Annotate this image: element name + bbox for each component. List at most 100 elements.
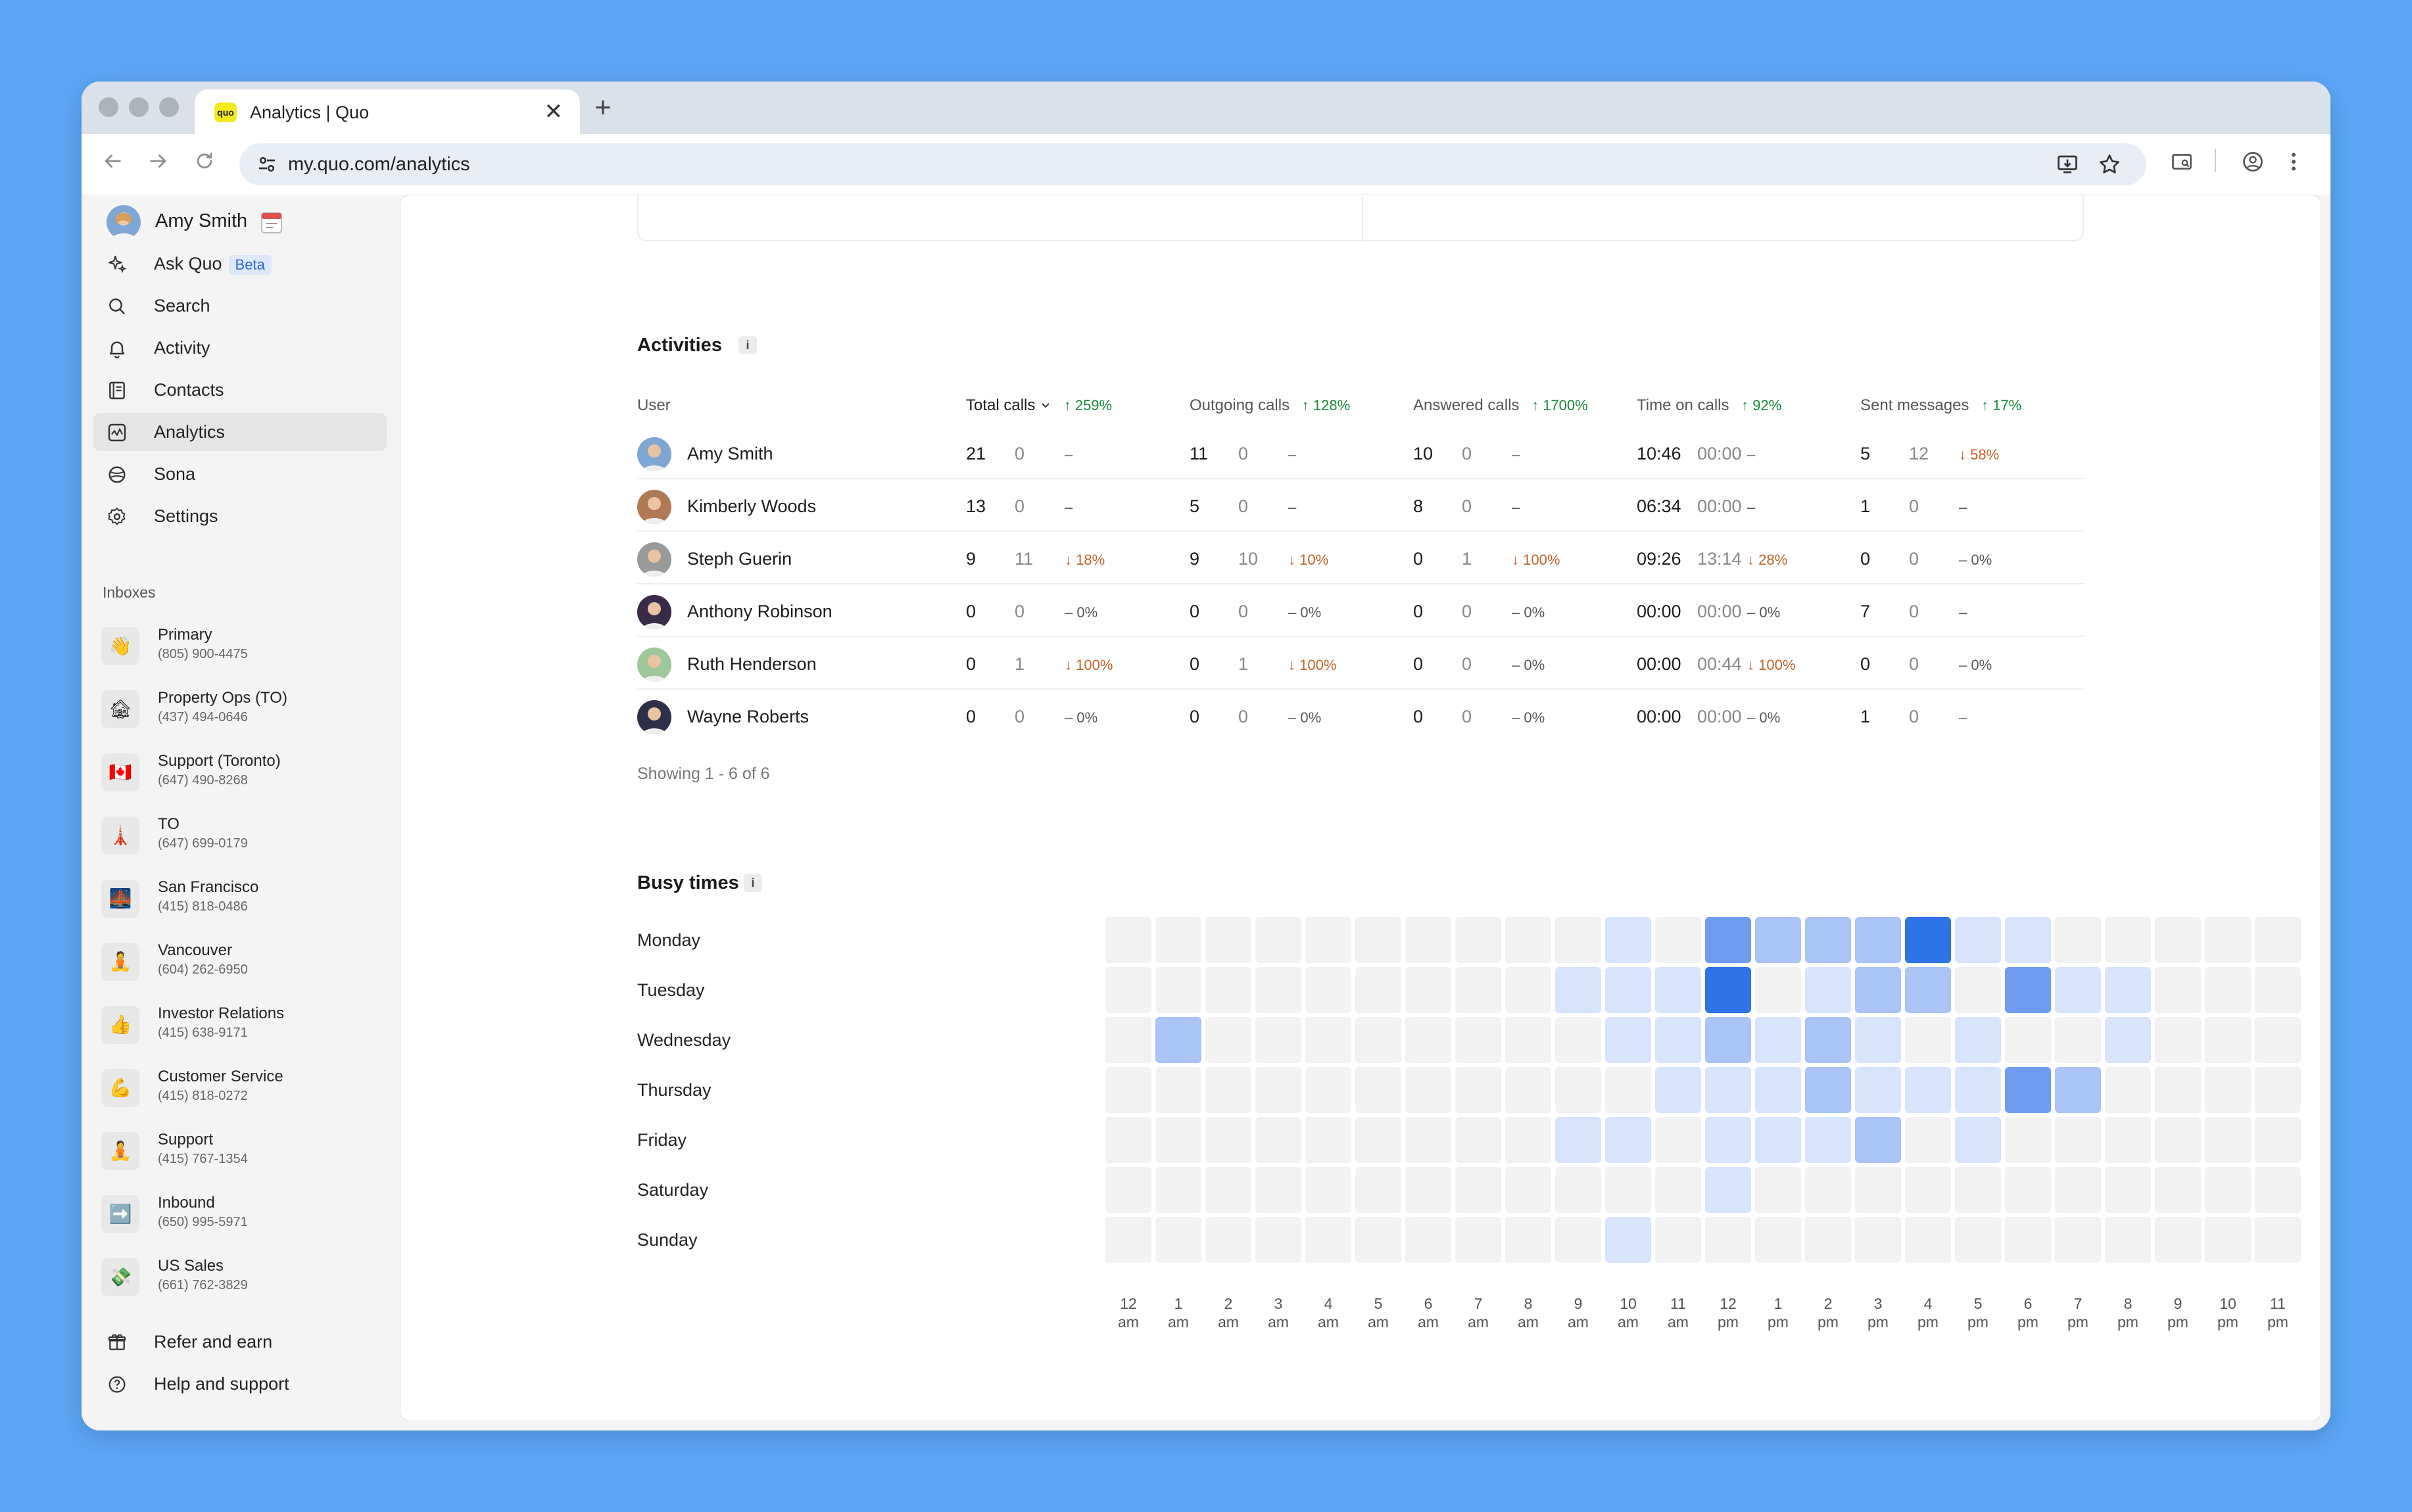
column-header-time-on-calls[interactable]: Time on calls ↑ 92% bbox=[1637, 396, 1781, 415]
heatmap-cell[interactable] bbox=[1705, 1167, 1751, 1213]
address-bar[interactable]: my.quo.com/analytics bbox=[239, 143, 2146, 185]
heatmap-cell[interactable] bbox=[1305, 1067, 1351, 1113]
heatmap-cell[interactable] bbox=[1355, 1117, 1401, 1163]
heatmap-cell[interactable] bbox=[1605, 1217, 1651, 1263]
inbox-item[interactable]: 👋 Primary (805) 900-4475 bbox=[101, 621, 391, 673]
heatmap-cell[interactable] bbox=[2255, 1117, 2301, 1163]
heatmap-cell[interactable] bbox=[2105, 917, 2151, 963]
heatmap-cell[interactable] bbox=[1205, 1217, 1251, 1263]
heatmap-cell[interactable] bbox=[1455, 917, 1501, 963]
heatmap-cell[interactable] bbox=[1905, 1067, 1951, 1113]
heatmap-cell[interactable] bbox=[1605, 917, 1651, 963]
install-app-icon[interactable] bbox=[2056, 153, 2079, 181]
table-row[interactable]: Ruth Henderson 0 1 ↓ 100% 0 1 ↓ 100% 0 0 – 0% 00:0… bbox=[637, 638, 2084, 690]
heatmap-cell[interactable] bbox=[1755, 1117, 1801, 1163]
heatmap-cell[interactable] bbox=[1555, 1217, 1601, 1263]
heatmap-cell[interactable] bbox=[2255, 1167, 2301, 1213]
close-tab-icon[interactable]: ✕ bbox=[544, 99, 564, 124]
heatmap-cell[interactable] bbox=[2155, 967, 2201, 1013]
bookmark-star-icon[interactable] bbox=[2098, 153, 2121, 181]
heatmap-cell[interactable] bbox=[1355, 917, 1401, 963]
heatmap-cell[interactable] bbox=[2205, 1067, 2251, 1113]
heatmap-cell[interactable] bbox=[2105, 1067, 2151, 1113]
heatmap-cell[interactable] bbox=[1805, 1167, 1851, 1213]
heatmap-cell[interactable] bbox=[2205, 1217, 2251, 1263]
column-header-total-calls[interactable]: Total calls ↑ 259% bbox=[966, 396, 1112, 415]
reload-icon[interactable] bbox=[193, 150, 216, 178]
heatmap-cell[interactable] bbox=[1305, 1017, 1351, 1063]
nav-settings[interactable]: Settings bbox=[93, 497, 387, 535]
heatmap-cell[interactable] bbox=[1855, 917, 1901, 963]
info-icon[interactable]: i bbox=[744, 874, 762, 892]
heatmap-cell[interactable] bbox=[1805, 1217, 1851, 1263]
heatmap-cell[interactable] bbox=[1755, 967, 1801, 1013]
heatmap-cell[interactable] bbox=[1155, 917, 1201, 963]
heatmap-cell[interactable] bbox=[1255, 917, 1301, 963]
heatmap-cell[interactable] bbox=[1955, 1217, 2001, 1263]
heatmap-cell[interactable] bbox=[1555, 1117, 1601, 1163]
heatmap-cell[interactable] bbox=[1555, 967, 1601, 1013]
heatmap-cell[interactable] bbox=[1855, 1217, 1901, 1263]
heatmap-cell[interactable] bbox=[1255, 1167, 1301, 1213]
heatmap-cell[interactable] bbox=[1155, 1067, 1201, 1113]
heatmap-cell[interactable] bbox=[1205, 1167, 1251, 1213]
nav-ask-quo[interactable]: Ask Quo Beta bbox=[93, 245, 387, 283]
heatmap-cell[interactable] bbox=[1355, 1067, 1401, 1113]
heatmap-cell[interactable] bbox=[2255, 1217, 2301, 1263]
heatmap-cell[interactable] bbox=[1655, 967, 1701, 1013]
heatmap-cell[interactable] bbox=[2055, 1117, 2101, 1163]
heatmap-cell[interactable] bbox=[1105, 917, 1151, 963]
heatmap-cell[interactable] bbox=[2055, 1167, 2101, 1213]
heatmap-cell[interactable] bbox=[1105, 1067, 1151, 1113]
heatmap-cell[interactable] bbox=[1555, 1017, 1601, 1063]
heatmap-cell[interactable] bbox=[1655, 1217, 1701, 1263]
inbox-item[interactable]: 🇨🇦 Support (Toronto) (647) 490-8268 bbox=[101, 747, 391, 799]
heatmap-cell[interactable] bbox=[1255, 1067, 1301, 1113]
heatmap-cell[interactable] bbox=[1955, 1067, 2001, 1113]
heatmap-cell[interactable] bbox=[2255, 917, 2301, 963]
heatmap-cell[interactable] bbox=[1705, 967, 1751, 1013]
heatmap-cell[interactable] bbox=[1705, 1017, 1751, 1063]
nav-refer-and-earn[interactable]: Refer and earn bbox=[93, 1323, 387, 1361]
back-icon[interactable] bbox=[101, 150, 124, 178]
heatmap-cell[interactable] bbox=[2055, 917, 2101, 963]
heatmap-cell[interactable] bbox=[1105, 1017, 1151, 1063]
heatmap-cell[interactable] bbox=[1305, 1167, 1351, 1213]
maximize-window-button[interactable] bbox=[159, 97, 179, 117]
inbox-item[interactable]: 👍 Investor Relations (415) 638-9171 bbox=[101, 999, 391, 1052]
heatmap-cell[interactable] bbox=[1305, 1217, 1351, 1263]
heatmap-cell[interactable] bbox=[1355, 1217, 1401, 1263]
heatmap-cell[interactable] bbox=[1805, 1067, 1851, 1113]
heatmap-cell[interactable] bbox=[1255, 967, 1301, 1013]
inbox-item[interactable]: 🧘 Support (415) 767-1354 bbox=[101, 1125, 391, 1178]
heatmap-cell[interactable] bbox=[1605, 1167, 1651, 1213]
heatmap-cell[interactable] bbox=[1905, 917, 1951, 963]
heatmap-cell[interactable] bbox=[1605, 967, 1651, 1013]
heatmap-cell[interactable] bbox=[1555, 1067, 1601, 1113]
status-calendar-icon[interactable] bbox=[260, 210, 283, 234]
heatmap-cell[interactable] bbox=[2205, 917, 2251, 963]
heatmap-cell[interactable] bbox=[1155, 1017, 1201, 1063]
heatmap-cell[interactable] bbox=[1405, 1117, 1451, 1163]
heatmap-cell[interactable] bbox=[2255, 967, 2301, 1013]
heatmap-cell[interactable] bbox=[1455, 1067, 1501, 1113]
minimize-window-button[interactable] bbox=[129, 97, 149, 117]
heatmap-cell[interactable] bbox=[1305, 1117, 1351, 1163]
heatmap-cell[interactable] bbox=[1455, 967, 1501, 1013]
heatmap-cell[interactable] bbox=[2005, 1017, 2051, 1063]
heatmap-cell[interactable] bbox=[1155, 1167, 1201, 1213]
heatmap-cell[interactable] bbox=[1505, 1217, 1551, 1263]
inbox-item[interactable]: 🧘 Vancouver (604) 262-6950 bbox=[101, 936, 391, 989]
heatmap-cell[interactable] bbox=[1205, 1017, 1251, 1063]
heatmap-cell[interactable] bbox=[2105, 1167, 2151, 1213]
heatmap-cell[interactable] bbox=[1655, 1067, 1701, 1113]
heatmap-cell[interactable] bbox=[2005, 1167, 2051, 1213]
heatmap-cell[interactable] bbox=[1955, 1117, 2001, 1163]
heatmap-cell[interactable] bbox=[1455, 1167, 1501, 1213]
heatmap-cell[interactable] bbox=[1455, 1117, 1501, 1163]
heatmap-cell[interactable] bbox=[1355, 1017, 1401, 1063]
forward-icon[interactable] bbox=[147, 150, 170, 178]
heatmap-cell[interactable] bbox=[1805, 1017, 1851, 1063]
heatmap-cell[interactable] bbox=[1405, 1167, 1451, 1213]
heatmap-cell[interactable] bbox=[1605, 1067, 1651, 1113]
